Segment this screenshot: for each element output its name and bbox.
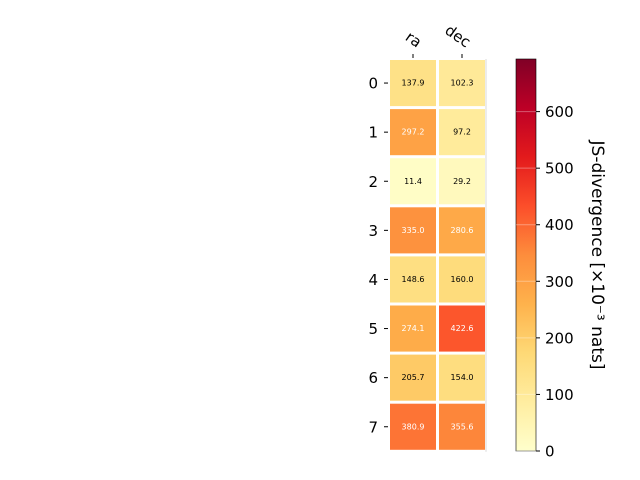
colorbar-tick-label: 400 xyxy=(545,216,574,234)
cell-value-label: 154.0 xyxy=(451,373,474,382)
heatmap-cell xyxy=(390,158,436,205)
heatmap-cell xyxy=(439,109,485,156)
cell-value-label: 148.6 xyxy=(402,275,425,284)
y-tick-label: 4 xyxy=(368,271,378,289)
colorbar-tick-label: 0 xyxy=(545,443,555,461)
cell-value-label: 297.2 xyxy=(402,128,425,137)
heatmap-cell xyxy=(390,256,436,303)
colorbar-tick-label: 300 xyxy=(545,273,574,291)
cell-value-label: 29.2 xyxy=(453,177,471,186)
y-tick-label: 7 xyxy=(368,418,378,436)
heatmap-cell xyxy=(390,403,436,450)
heatmap-cell xyxy=(439,354,485,401)
x-tick-label: dec xyxy=(442,21,474,51)
heatmap-cell xyxy=(390,354,436,401)
cell-value-label: 380.9 xyxy=(402,422,425,431)
cell-value-label: 102.3 xyxy=(451,79,474,88)
y-tick-label: 2 xyxy=(368,173,378,191)
heatmap-cell xyxy=(390,109,436,156)
cell-value-label: 160.0 xyxy=(451,275,474,284)
heatmap-cell xyxy=(439,207,485,254)
cell-value-label: 205.7 xyxy=(402,373,425,382)
heatmap-cell xyxy=(390,207,436,254)
heatmap-cell xyxy=(390,305,436,352)
y-tick-label: 6 xyxy=(368,369,378,387)
cell-value-label: 97.2 xyxy=(453,128,471,137)
x-tick-label: ra xyxy=(402,28,425,52)
colorbar-tick-label: 500 xyxy=(545,160,574,178)
heatmap-cell xyxy=(390,60,436,107)
cell-value-label: 355.6 xyxy=(451,422,474,431)
colorbar-tick-label: 100 xyxy=(545,386,574,404)
cell-value-label: 422.6 xyxy=(451,324,474,333)
heatmap-cell xyxy=(439,158,485,205)
y-tick-label: 3 xyxy=(368,222,378,240)
y-tick-label: 5 xyxy=(368,320,378,338)
colorbar-tick-label: 600 xyxy=(545,103,574,121)
heatmap-cell xyxy=(439,60,485,107)
cell-value-label: 280.6 xyxy=(451,226,474,235)
heatmap-cell xyxy=(439,403,485,450)
cell-value-label: 11.4 xyxy=(404,177,422,186)
colorbar-tick-label: 200 xyxy=(545,329,574,347)
y-tick-label: 1 xyxy=(368,124,378,142)
colorbar xyxy=(515,58,537,452)
colorbar-label: JS-divergence [×10⁻³ nats] xyxy=(587,140,607,370)
cell-value-label: 137.9 xyxy=(402,79,425,88)
cell-value-label: 274.1 xyxy=(402,324,425,333)
heatmap-cell xyxy=(439,256,485,303)
cell-value-label: 335.0 xyxy=(402,226,425,235)
heatmap-cell xyxy=(439,305,485,352)
y-tick-label: 0 xyxy=(368,75,378,93)
